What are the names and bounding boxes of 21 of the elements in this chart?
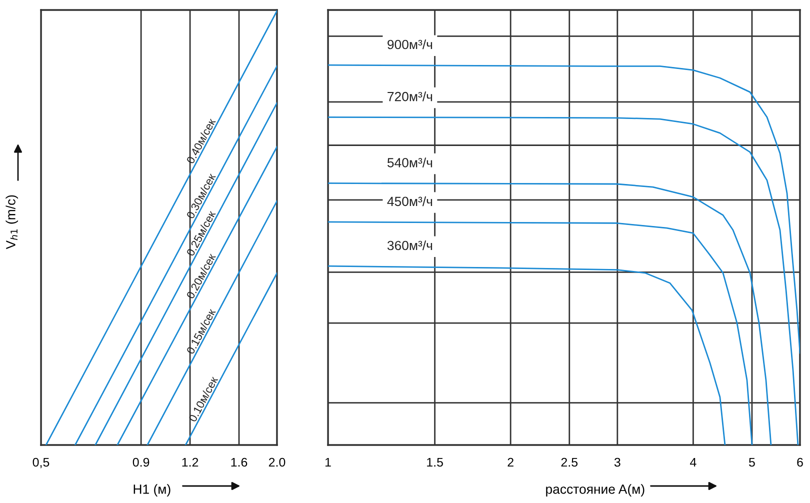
x-tick-label: 2.0 xyxy=(268,458,286,467)
series-label: 450м³/ч xyxy=(387,196,432,206)
x-axis-title: расстояние A(м) xyxy=(546,484,644,496)
series-label: 900м³/ч xyxy=(388,39,432,50)
x-tick-label: 6 xyxy=(797,458,803,467)
x-tick-label: 1.2 xyxy=(182,458,198,467)
series-label: 540м³/ч xyxy=(387,158,432,168)
x-tick-label: 3 xyxy=(614,458,620,467)
x-tick-label: 2.5 xyxy=(561,458,578,467)
x-tick-label: 1.6 xyxy=(231,458,248,467)
x-tick-label: 1 xyxy=(325,458,331,467)
x-tick-label: 5 xyxy=(748,458,755,467)
x-tick-label: 0,5 xyxy=(32,458,50,468)
x-tick-label: 1.5 xyxy=(427,458,443,467)
x-tick-label: 2 xyxy=(508,458,514,467)
y-axis-title: V$_{h1}$ (m/c) xyxy=(6,195,18,250)
x-tick-label: 0.9 xyxy=(132,458,150,467)
x-tick-label: 4 xyxy=(690,458,696,467)
x-axis-title: H1 (м) xyxy=(134,484,170,496)
series-label: 720м³/ч xyxy=(388,92,432,102)
series-label: 360м³/ч xyxy=(387,240,432,250)
